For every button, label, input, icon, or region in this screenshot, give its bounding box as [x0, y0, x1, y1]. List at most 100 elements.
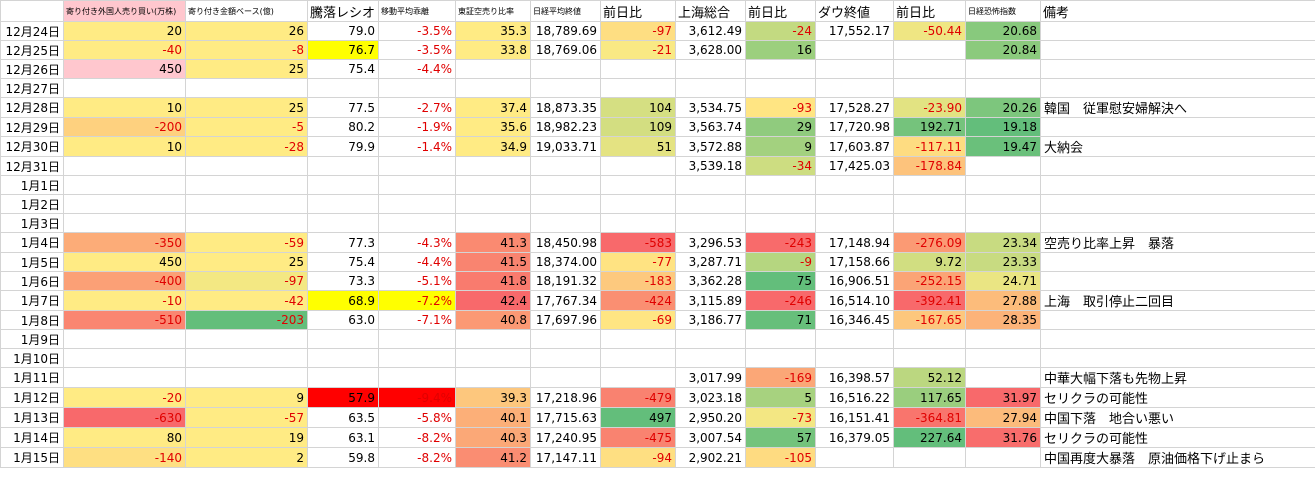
- value-cell: 109: [600, 117, 676, 137]
- value-cell: [815, 348, 894, 368]
- value-cell: 17,218.96: [530, 387, 601, 408]
- value-cell: 17,552.17: [815, 21, 894, 41]
- row: 1月7日 -10 -42 68.9 -7.2% 42.4 17,767.34 -424 3,11…: [0, 290, 1315, 311]
- value-cell: [455, 59, 531, 79]
- value-cell: 17,158.66: [815, 252, 894, 272]
- value-cell: -42: [185, 290, 308, 311]
- value-cell: [455, 194, 531, 214]
- value-cell: 5: [745, 387, 816, 408]
- value-cell: [965, 78, 1041, 98]
- value-cell: [600, 194, 676, 214]
- value-cell: 37.4: [455, 97, 531, 118]
- value-cell: 20.26: [965, 97, 1041, 118]
- column-header: 寄り付き外国人売り買い(万株): [63, 0, 186, 22]
- value-cell: [745, 59, 816, 79]
- value-cell: [378, 78, 456, 98]
- value-cell: -40: [63, 40, 186, 60]
- date-cell: 12月30日: [0, 136, 64, 157]
- value-cell: -9.4%: [378, 387, 456, 408]
- value-cell: [378, 156, 456, 176]
- value-cell: 79.0: [307, 21, 379, 41]
- value-cell: -57: [185, 407, 308, 428]
- note-cell: [1040, 348, 1315, 368]
- value-cell: 31.76: [965, 427, 1041, 448]
- note-cell: セリクラの可能性: [1040, 387, 1315, 408]
- value-cell: [600, 348, 676, 368]
- value-cell: [745, 194, 816, 214]
- value-cell: 17,697.96: [530, 310, 601, 330]
- value-cell: 27.94: [965, 407, 1041, 428]
- value-cell: 2,950.20: [675, 407, 746, 428]
- value-cell: 63.1: [307, 427, 379, 448]
- date-cell: 1月7日: [0, 290, 64, 311]
- value-cell: 41.3: [455, 232, 531, 253]
- table-body: 12月24日 20 26 79.0 -3.5% 35.3 18,789.69 -97 3,612…: [0, 21, 1315, 468]
- value-cell: [965, 175, 1041, 195]
- value-cell: 3,007.54: [675, 427, 746, 448]
- value-cell: 20: [63, 21, 186, 41]
- value-cell: 27.88: [965, 290, 1041, 311]
- value-cell: -479: [600, 387, 676, 408]
- value-cell: -59: [185, 232, 308, 253]
- value-cell: -77: [600, 252, 676, 272]
- value-cell: 3,563.74: [675, 117, 746, 137]
- value-cell: [675, 175, 746, 195]
- value-cell: 80: [63, 427, 186, 448]
- value-cell: 41.5: [455, 252, 531, 272]
- value-cell: 17,528.27: [815, 97, 894, 118]
- value-cell: 3,534.75: [675, 97, 746, 118]
- value-cell: 73.3: [307, 271, 379, 291]
- value-cell: -178.84: [893, 156, 966, 176]
- value-cell: -4.4%: [378, 59, 456, 79]
- value-cell: 42.4: [455, 290, 531, 311]
- value-cell: -4.4%: [378, 252, 456, 272]
- note-cell: [1040, 271, 1315, 291]
- value-cell: [600, 78, 676, 98]
- note-cell: 空売り比率上昇 暴落: [1040, 232, 1315, 253]
- value-cell: 71: [745, 310, 816, 330]
- value-cell: 192.71: [893, 117, 966, 137]
- value-cell: [745, 329, 816, 349]
- value-cell: [600, 156, 676, 176]
- value-cell: -8.2%: [378, 427, 456, 448]
- value-cell: -1.4%: [378, 136, 456, 157]
- row: 1月11日 3,017.99 -169 16,398.57 52.12 中華大幅下落も先物…: [0, 367, 1315, 388]
- value-cell: -7.2%: [378, 290, 456, 311]
- value-cell: 26: [185, 21, 308, 41]
- row: 1月14日 80 19 63.1 -8.2% 40.3 17,240.95 -475 3,007…: [0, 427, 1315, 448]
- value-cell: [378, 348, 456, 368]
- value-cell: [63, 348, 186, 368]
- value-cell: [530, 329, 601, 349]
- date-cell: 12月26日: [0, 59, 64, 79]
- value-cell: -475: [600, 427, 676, 448]
- row: 1月5日 450 25 75.4 -4.4% 41.5 18,374.00 -77 3,287.…: [0, 252, 1315, 272]
- note-cell: 中華大幅下落も先物上昇: [1040, 367, 1315, 388]
- value-cell: 63.0: [307, 310, 379, 330]
- value-cell: [307, 367, 379, 388]
- value-cell: -5: [185, 117, 308, 137]
- value-cell: 3,572.88: [675, 136, 746, 157]
- value-cell: [307, 156, 379, 176]
- column-header: 日経恐怖指数: [965, 0, 1041, 22]
- value-cell: 51: [600, 136, 676, 157]
- value-cell: 17,715.63: [530, 407, 601, 428]
- note-cell: [1040, 213, 1315, 233]
- value-cell: 10: [63, 97, 186, 118]
- value-cell: -69: [600, 310, 676, 330]
- value-cell: -183: [600, 271, 676, 291]
- note-cell: [1040, 194, 1315, 214]
- value-cell: [530, 156, 601, 176]
- date-cell: 1月15日: [0, 447, 64, 468]
- value-cell: -200: [63, 117, 186, 137]
- value-cell: [378, 213, 456, 233]
- value-cell: [63, 78, 186, 98]
- value-cell: 41.8: [455, 271, 531, 291]
- value-cell: [185, 367, 308, 388]
- note-cell: [1040, 156, 1315, 176]
- column-header: 移動平均乖離: [378, 0, 456, 22]
- value-cell: -364.81: [893, 407, 966, 428]
- date-cell: 1月14日: [0, 427, 64, 448]
- value-cell: 19.18: [965, 117, 1041, 137]
- note-cell: 大納会: [1040, 136, 1315, 157]
- value-cell: [893, 348, 966, 368]
